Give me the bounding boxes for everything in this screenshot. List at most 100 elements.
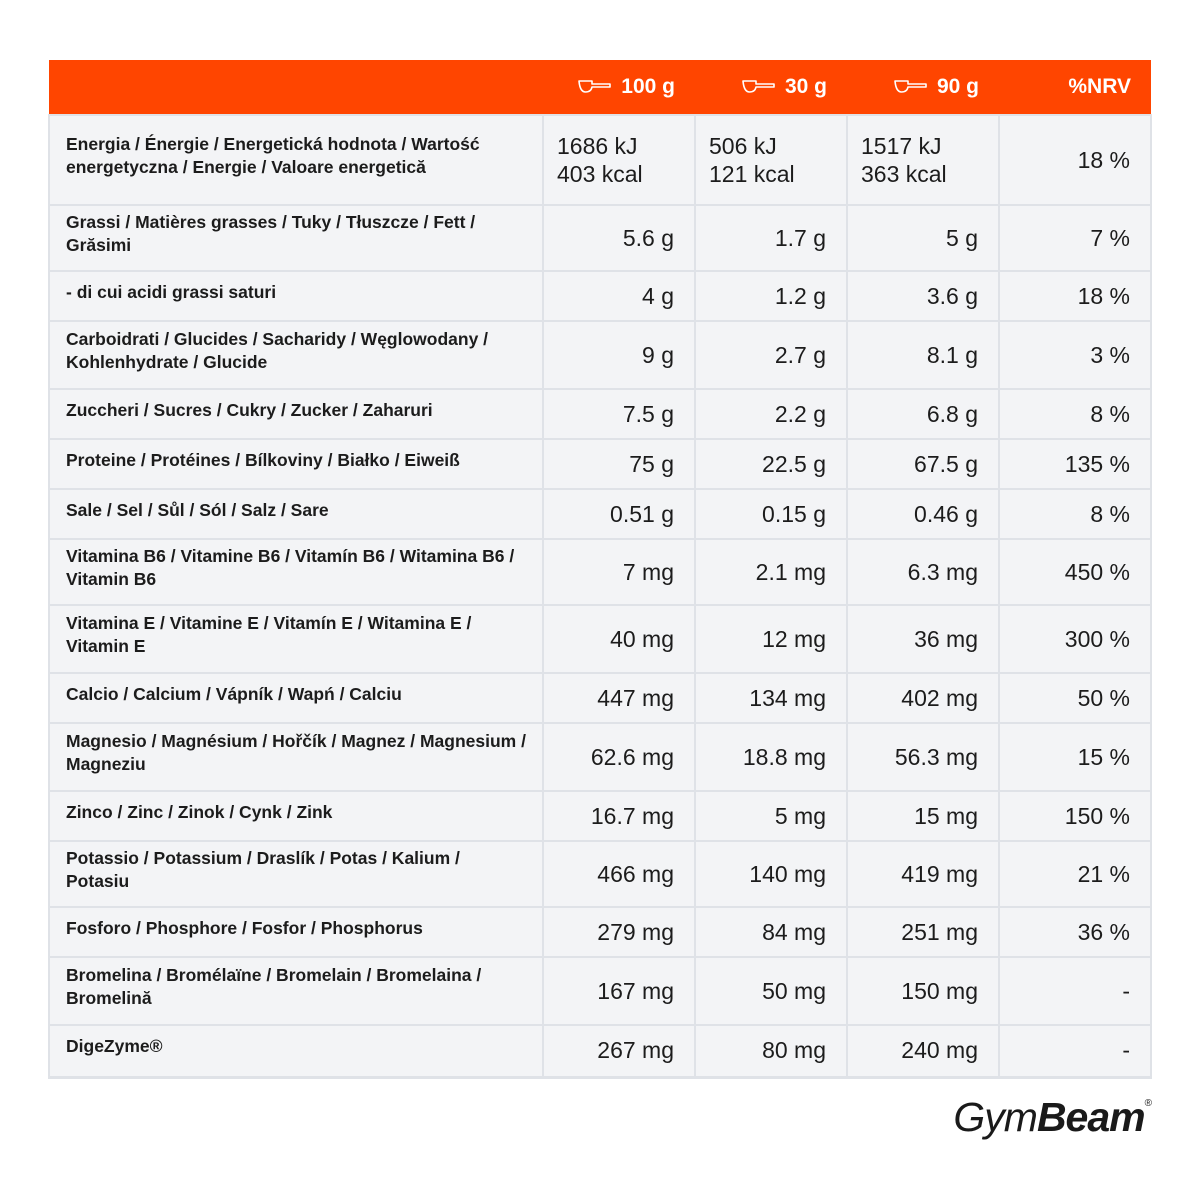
value-nrv: 3 %: [998, 320, 1152, 390]
table-row: DigeZyme® 267 mg 80 mg 240 mg -: [48, 1024, 1152, 1079]
value-v100: 0.51 g: [542, 488, 696, 540]
value-nrv: 8 %: [998, 488, 1152, 540]
value-v90: 240 mg: [846, 1024, 1000, 1079]
value-v100: 1686 kJ 403 kcal: [542, 114, 696, 206]
value-v30: 5 mg: [694, 790, 848, 842]
header-row: 100 g 30 g 90 g %NRV: [49, 60, 1151, 115]
nutrient-name: - di cui acidi grassi saturi: [48, 270, 544, 322]
value-nrv: 7 %: [998, 204, 1152, 272]
header-100g-label: 100 g: [621, 75, 675, 98]
table-header: 100 g 30 g 90 g %NRV: [49, 60, 1151, 115]
value-v30: 12 mg: [694, 604, 848, 674]
value-line: 1686 kJ: [557, 133, 638, 159]
registered-mark: ®: [1144, 1098, 1152, 1109]
value-v30: 18.8 mg: [694, 722, 848, 792]
value-v30: 0.15 g: [694, 488, 848, 540]
value-line: 403 kcal: [557, 161, 643, 187]
value-nrv: -: [998, 1024, 1152, 1079]
value-v30: 50 mg: [694, 956, 848, 1026]
nutrient-name: Bromelina / Bromélaïne / Bromelain / Bro…: [48, 956, 544, 1026]
value-nrv: 36 %: [998, 906, 1152, 958]
value-v30: 506 kJ 121 kcal: [694, 114, 848, 206]
table-row: Zuccheri / Sucres / Cukry / Zucker / Zah…: [48, 388, 1152, 440]
value-v30: 80 mg: [694, 1024, 848, 1079]
value-v100: 279 mg: [542, 906, 696, 958]
nutrient-name: Magnesio / Magnésium / Hořčík / Magnez /…: [48, 722, 544, 792]
value-v100: 7.5 g: [542, 388, 696, 440]
value-nrv: 450 %: [998, 538, 1152, 606]
table-row: - di cui acidi grassi saturi 4 g 1.2 g 3.6 …: [48, 270, 1152, 322]
table-row: Calcio / Calcium / Vápník / Wapń / Calci…: [48, 672, 1152, 724]
table-row: Fosforo / Phosphore / Fosfor / Phosphoru…: [48, 906, 1152, 958]
value-v90: 15 mg: [846, 790, 1000, 842]
scoop-icon: [742, 80, 775, 94]
value-nrv: 150 %: [998, 790, 1152, 842]
value-v100: 4 g: [542, 270, 696, 322]
table-row: Vitamina B6 / Vitamine B6 / Vitamín B6 /…: [48, 538, 1152, 606]
nutrient-name: Zinco / Zinc / Zinok / Cynk / Zink: [48, 790, 544, 842]
table-row: Proteine / Protéines / Bílkoviny / Białk…: [48, 438, 1152, 490]
value-v100: 7 mg: [542, 538, 696, 606]
value-v30: 1.7 g: [694, 204, 848, 272]
value-v100: 5.6 g: [542, 204, 696, 272]
value-v30: 134 mg: [694, 672, 848, 724]
value-v30: 22.5 g: [694, 438, 848, 490]
value-v90: 5 g: [846, 204, 1000, 272]
value-v100: 62.6 mg: [542, 722, 696, 792]
value-v90: 8.1 g: [846, 320, 1000, 390]
value-nrv: 300 %: [998, 604, 1152, 674]
table-row: Vitamina E / Vitamine E / Vitamín E / Wi…: [48, 604, 1152, 674]
table-row: Grassi / Matières grasses / Tuky / Tłusz…: [48, 204, 1152, 272]
value-v30: 84 mg: [694, 906, 848, 958]
nutrient-name: Vitamina E / Vitamine E / Vitamín E / Wi…: [48, 604, 544, 674]
header-name-cell: [49, 60, 543, 115]
header-90g: 90 g: [847, 60, 999, 115]
header-nrv: %NRV: [999, 60, 1151, 115]
header-90g-label: 90 g: [936, 75, 979, 98]
value-v90: 67.5 g: [846, 438, 1000, 490]
nutrient-name: Potassio / Potassium / Draslík / Potas /…: [48, 840, 544, 908]
nutrient-name: Zuccheri / Sucres / Cukry / Zucker / Zah…: [48, 388, 544, 440]
value-v30: 140 mg: [694, 840, 848, 908]
value-line: 363 kcal: [861, 161, 947, 187]
nutrient-name: Grassi / Matières grasses / Tuky / Tłusz…: [48, 204, 544, 272]
nutrient-name: Vitamina B6 / Vitamine B6 / Vitamín B6 /…: [48, 538, 544, 606]
nutrient-name: Carboidrati / Glucides / Sacharidy / Węg…: [48, 320, 544, 390]
value-v90: 36 mg: [846, 604, 1000, 674]
value-nrv: -: [998, 956, 1152, 1026]
value-nrv: 18 %: [998, 114, 1152, 206]
value-v30: 2.7 g: [694, 320, 848, 390]
value-v100: 75 g: [542, 438, 696, 490]
value-v90: 251 mg: [846, 906, 1000, 958]
value-v30: 1.2 g: [694, 270, 848, 322]
value-line: 121 kcal: [709, 161, 795, 187]
header-30g-label: 30 g: [784, 75, 827, 98]
value-line: 506 kJ: [709, 133, 777, 159]
nutrition-table: 100 g 30 g 90 g %NRV Energia / Énergie /…: [48, 60, 1152, 1079]
value-v100: 9 g: [542, 320, 696, 390]
table-row: Energia / Énergie / Energetická hodnota …: [48, 114, 1152, 206]
table-row: Bromelina / Bromélaïne / Bromelain / Bro…: [48, 956, 1152, 1026]
nutrient-name: Fosforo / Phosphore / Fosfor / Phosphoru…: [48, 906, 544, 958]
value-v100: 466 mg: [542, 840, 696, 908]
nutrient-name: Sale / Sel / Sůl / Sól / Salz / Sare: [48, 488, 544, 540]
value-v30: 2.1 mg: [694, 538, 848, 606]
logo-text-light: Gym: [953, 1094, 1038, 1140]
value-v90: 6.8 g: [846, 388, 1000, 440]
table-row: Zinco / Zinc / Zinok / Cynk / Zink 16.7 m…: [48, 790, 1152, 842]
value-v30: 2.2 g: [694, 388, 848, 440]
nutrient-name: DigeZyme®: [48, 1024, 544, 1079]
scoop-icon: [894, 80, 927, 94]
nutrient-name: Proteine / Protéines / Bílkoviny / Białk…: [48, 438, 544, 490]
table-body: Energia / Énergie / Energetická hodnota …: [48, 114, 1152, 1079]
table-row: Potassio / Potassium / Draslík / Potas /…: [48, 840, 1152, 908]
scoop-icon: [578, 80, 612, 94]
header-30g: 30 g: [695, 60, 847, 115]
value-nrv: 8 %: [998, 388, 1152, 440]
value-v90: 3.6 g: [846, 270, 1000, 322]
value-v100: 16.7 mg: [542, 790, 696, 842]
value-nrv: 135 %: [998, 438, 1152, 490]
table-row: Carboidrati / Glucides / Sacharidy / Węg…: [48, 320, 1152, 390]
value-v90: 0.46 g: [846, 488, 1000, 540]
value-nrv: 18 %: [998, 270, 1152, 322]
